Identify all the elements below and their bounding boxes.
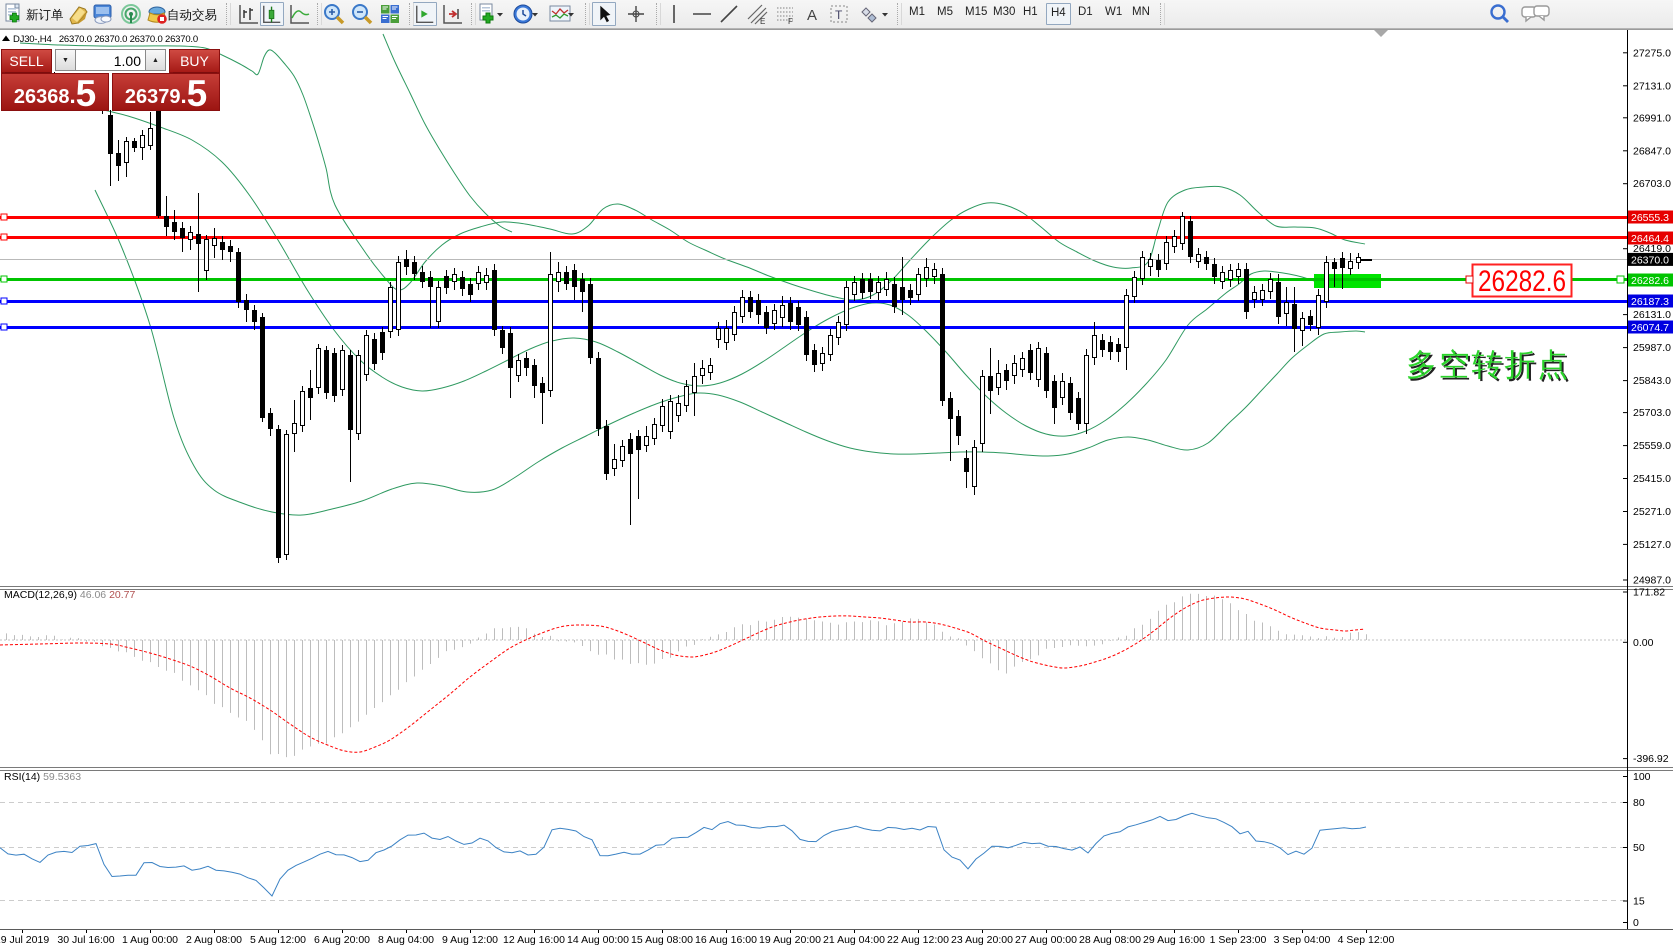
- svg-text:15 Aug 08:00: 15 Aug 08:00: [631, 934, 693, 946]
- svg-text:A: A: [807, 7, 817, 24]
- svg-text:26370.0: 26370.0: [1631, 254, 1669, 266]
- svg-text:80: 80: [1633, 797, 1645, 809]
- svg-text:15: 15: [1633, 896, 1645, 908]
- svg-text:14 Aug 00:00: 14 Aug 00:00: [567, 934, 629, 946]
- svg-text:28 Aug 08:00: 28 Aug 08:00: [1079, 934, 1141, 946]
- svg-text:19 Aug 20:00: 19 Aug 20:00: [759, 934, 821, 946]
- svg-text:26282.6: 26282.6: [1631, 275, 1669, 287]
- svg-text:26464.4: 26464.4: [1631, 233, 1669, 245]
- svg-text:4 Sep 12:00: 4 Sep 12:00: [1338, 934, 1395, 946]
- svg-text:22 Aug 12:00: 22 Aug 12:00: [887, 934, 949, 946]
- svg-text:6 Aug 20:00: 6 Aug 20:00: [314, 934, 370, 946]
- svg-text:MACD(12,26,9) 46.06 20.77: MACD(12,26,9) 46.06 20.77: [4, 589, 135, 601]
- svg-text:DJ30-,H4 26370.0 26370.0 263: DJ30-,H4 26370.0 26370.0 26370.0 26370.0: [13, 34, 198, 45]
- svg-text:1 Aug 00:00: 1 Aug 00:00: [122, 934, 178, 946]
- svg-text:5 Aug 12:00: 5 Aug 12:00: [250, 934, 306, 946]
- svg-text:26074.7: 26074.7: [1631, 322, 1669, 334]
- svg-text:26555.3: 26555.3: [1631, 212, 1669, 224]
- svg-text:RSI(14) 59.5363: RSI(14) 59.5363: [4, 771, 81, 783]
- svg-text:23 Aug 20:00: 23 Aug 20:00: [951, 934, 1013, 946]
- svg-text:29 Jul 2019: 29 Jul 2019: [0, 934, 49, 946]
- svg-text:26131.0: 26131.0: [1633, 309, 1671, 321]
- svg-text:12 Aug 16:00: 12 Aug 16:00: [503, 934, 565, 946]
- svg-text:-396.92: -396.92: [1633, 753, 1669, 765]
- svg-text:171.82: 171.82: [1633, 587, 1665, 599]
- svg-text:26187.3: 26187.3: [1631, 296, 1669, 308]
- svg-text:26991.0: 26991.0: [1633, 112, 1671, 124]
- svg-text:16 Aug 16:00: 16 Aug 16:00: [695, 934, 757, 946]
- svg-text:F: F: [788, 17, 793, 26]
- svg-text:1 Sep 23:00: 1 Sep 23:00: [1210, 934, 1267, 946]
- svg-text:25415.0: 25415.0: [1633, 473, 1671, 485]
- svg-text:21 Aug 04:00: 21 Aug 04:00: [823, 934, 885, 946]
- svg-text:0: 0: [1633, 917, 1639, 929]
- svg-text:8 Aug 04:00: 8 Aug 04:00: [378, 934, 434, 946]
- svg-text:26703.0: 26703.0: [1633, 178, 1671, 190]
- svg-text:24987.0: 24987.0: [1633, 575, 1671, 587]
- svg-text:100: 100: [1633, 771, 1651, 783]
- svg-text:26847.0: 26847.0: [1633, 145, 1671, 157]
- svg-text:26282.6: 26282.6: [1478, 265, 1566, 298]
- svg-text:0.00: 0.00: [1633, 637, 1654, 649]
- svg-text:27275.0: 27275.0: [1633, 47, 1671, 59]
- svg-text:25703.0: 25703.0: [1633, 407, 1671, 419]
- svg-text:26419.0: 26419.0: [1633, 243, 1671, 255]
- svg-text:27 Aug 00:00: 27 Aug 00:00: [1015, 934, 1077, 946]
- svg-text:E: E: [760, 17, 765, 26]
- svg-text:30 Jul 16:00: 30 Jul 16:00: [57, 934, 114, 946]
- svg-text:T: T: [835, 8, 843, 22]
- svg-text:3 Sep 04:00: 3 Sep 04:00: [1274, 934, 1331, 946]
- svg-text:25127.0: 25127.0: [1633, 539, 1671, 551]
- svg-text:25843.0: 25843.0: [1633, 375, 1671, 387]
- svg-text:50: 50: [1633, 842, 1645, 854]
- svg-text:27131.0: 27131.0: [1633, 80, 1671, 92]
- svg-text:29 Aug 16:00: 29 Aug 16:00: [1143, 934, 1205, 946]
- svg-text:25987.0: 25987.0: [1633, 342, 1671, 354]
- svg-text:9 Aug 12:00: 9 Aug 12:00: [442, 934, 498, 946]
- svg-text:25559.0: 25559.0: [1633, 440, 1671, 452]
- svg-text:2 Aug 08:00: 2 Aug 08:00: [186, 934, 242, 946]
- svg-text:25271.0: 25271.0: [1633, 506, 1671, 518]
